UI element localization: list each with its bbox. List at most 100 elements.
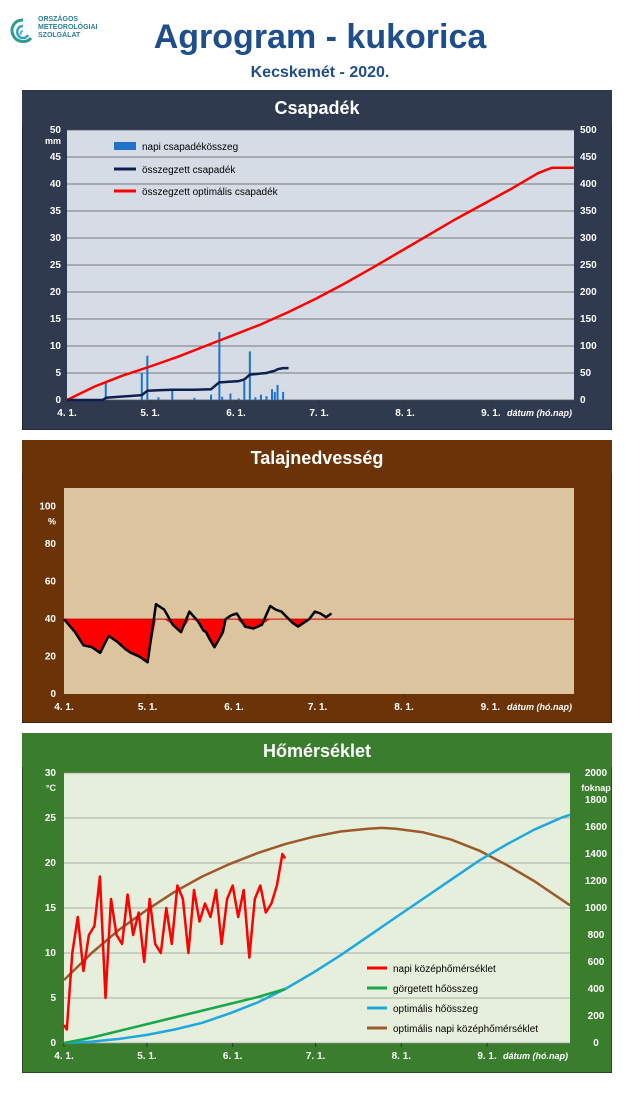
temperature-chart: Hőmérséklet 0 5 10 15 20 25 30 0 200 400 600 800 1000…: [22, 733, 612, 1073]
x-tick-label: 8. 1.: [395, 408, 415, 419]
panel-title-bar: [22, 90, 612, 124]
x-tick-label: 8. 1.: [392, 1051, 412, 1062]
y-tick-label-left: 15: [50, 314, 62, 325]
y-tick-label-right: 1600: [585, 822, 608, 833]
y-tick-label-right: 0: [580, 395, 586, 406]
y-tick-label-left: 25: [45, 813, 57, 824]
y-tick-label-right: 2000: [585, 768, 608, 779]
x-axis-label: dátum (hó.nap): [507, 408, 572, 418]
daily-precip-bar: [146, 355, 149, 400]
legend-label: összegzett csapadék: [142, 165, 236, 176]
x-tick-label: 9. 1.: [481, 408, 501, 419]
cumulative-precip-line: [67, 366, 289, 402]
y-tick-label-right: 200: [580, 287, 597, 298]
y-tick-label-right: 500: [580, 125, 597, 136]
y-axis-unit-left: °C: [46, 783, 57, 793]
daily-precip-bar: [193, 397, 196, 400]
daily-precip-bar: [221, 396, 224, 400]
x-tick-label: 6. 1.: [224, 702, 244, 713]
y-tick-label-right: 350: [580, 206, 597, 217]
y-tick-label-left: 30: [45, 768, 57, 779]
daily-precip-bar: [243, 381, 246, 400]
page-title: Agrogram - kukorica: [153, 18, 487, 56]
y-tick-label-right: 200: [588, 1011, 605, 1022]
y-tick-label-left: 15: [45, 903, 57, 914]
temperature-panel: Hőmérséklet 0 5 10 15 20 25 30 0 200 400 600 800 1000…: [22, 733, 612, 1073]
y-tick-label-left: 5: [55, 368, 61, 379]
legend-label: összegzett optimális csapadék: [142, 187, 279, 198]
daily-precip-bar: [140, 373, 143, 400]
daily-precip-bar: [265, 396, 268, 400]
y-tick-label: 20: [45, 652, 57, 663]
daily-precip-bar: [210, 394, 213, 400]
y-tick-label: 80: [45, 539, 57, 550]
x-tick-label: 9. 1.: [477, 1051, 497, 1062]
y-tick-label-right: 1800: [585, 795, 608, 806]
daily-mean-temp-line: [62, 852, 287, 1031]
daily-precip-bar: [104, 382, 107, 400]
y-tick-label-left: 20: [45, 858, 57, 869]
y-tick-label-left: 0: [50, 1038, 56, 1049]
daily-precip-bar: [271, 389, 274, 400]
y-tick-label-left: 10: [50, 341, 62, 352]
x-tick-label: 6. 1.: [226, 408, 246, 419]
soil-moisture-line: [63, 602, 333, 664]
x-tick-label: 4. 1.: [57, 408, 77, 419]
y-tick-label-right: 100: [580, 341, 597, 352]
y-tick-label: 60: [45, 577, 57, 588]
panel-title-bar: [22, 440, 612, 474]
x-tick-label: 7. 1.: [308, 702, 328, 713]
y-tick-label-right: 1400: [585, 849, 608, 860]
precipitation-panel: Csapadék 0 5 10 15 20 25 30 35 40 45 50 0 50 100 150 200…: [22, 90, 612, 430]
x-axis-label: dátum (hó.nap): [503, 1051, 568, 1061]
y-tick-label-right: 1000: [585, 903, 608, 914]
panel-title: Hőmérséklet: [263, 741, 371, 761]
soil-moisture-chart: Talajnedvesség 0 20 40 60 80 100% 4. 1. 5. 1. 6. …: [22, 440, 612, 723]
logo-swirl-icon: [10, 18, 33, 44]
x-tick-label: 7. 1.: [306, 1051, 326, 1062]
daily-precip-bar: [273, 391, 276, 400]
y-tick-label: 0: [50, 689, 56, 700]
daily-precip-bar: [171, 390, 174, 400]
y-tick-label-left: 0: [55, 395, 61, 406]
y-tick-label-right: 50: [580, 368, 592, 379]
page-subtitle: Kecskemét - 2020.: [250, 64, 390, 81]
x-tick-label: 4. 1.: [54, 1051, 74, 1062]
daily-precip-bar: [229, 393, 232, 400]
optimal-cumulative-precip-line: [66, 166, 574, 402]
panel-title: Talajnedvesség: [251, 448, 384, 468]
daily-precip-bar: [157, 397, 160, 400]
x-tick-label: 7. 1.: [309, 408, 329, 419]
logo-line-3: SZOLGÁLAT: [38, 32, 81, 39]
legend-label: optimális napi középhőmérséklet: [393, 1024, 538, 1035]
daily-precip-bar: [218, 331, 221, 400]
logo-line-2: METEOROLÓGIAI: [38, 24, 98, 31]
daily-precip-bar: [254, 397, 257, 400]
y-tick-label-left: 25: [50, 260, 62, 271]
y-axis-unit: mm: [45, 136, 61, 146]
y-tick-label-left: 40: [50, 179, 62, 190]
y-tick-label-left: 10: [45, 948, 57, 959]
y-axis-unit: %: [48, 517, 56, 527]
y-tick-label-left: 5: [50, 993, 56, 1004]
rolling-heat-sum-line: [63, 987, 286, 1045]
daily-precip-bar: [276, 384, 279, 400]
daily-precip-bar: [282, 391, 285, 400]
y-tick-label-right: 150: [580, 314, 597, 325]
x-axis-label: dátum (hó.nap): [507, 702, 572, 712]
panel-title: Csapadék: [274, 98, 360, 118]
x-tick-label: 5. 1.: [138, 702, 158, 713]
y-tick-label: 100: [39, 502, 56, 513]
y-tick-label-left: 30: [50, 233, 62, 244]
y-tick-label-left: 45: [50, 152, 62, 163]
x-tick-label: 5. 1.: [140, 408, 160, 419]
precipitation-chart: Csapadék05101520253035404550050100150200…: [22, 90, 612, 430]
y-tick-label: 40: [45, 614, 57, 625]
legend-label: optimális hőösszeg: [393, 1004, 478, 1015]
y-axis-unit-right: foknap: [581, 783, 611, 793]
optimal-heat-sum-line: [63, 813, 571, 1045]
daily-precip-bar: [259, 394, 262, 400]
y-tick-label-left: 20: [50, 287, 62, 298]
y-tick-label-right: 0: [593, 1038, 599, 1049]
daily-precip-bar: [237, 398, 240, 400]
